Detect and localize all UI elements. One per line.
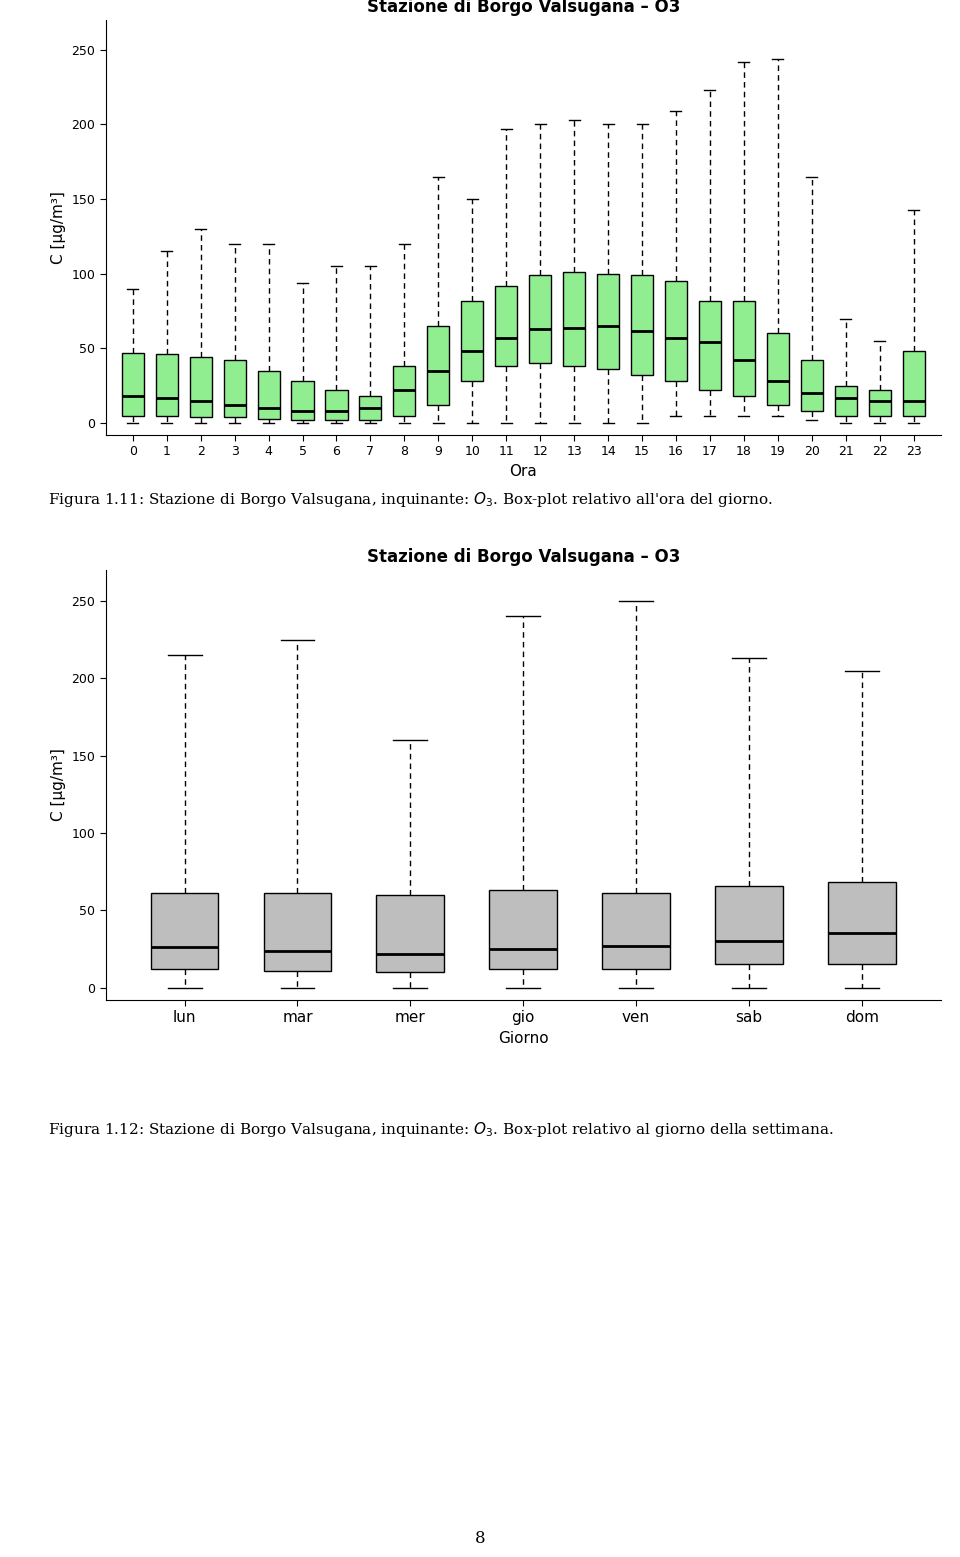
PathPatch shape (834, 386, 856, 416)
PathPatch shape (715, 886, 782, 964)
PathPatch shape (902, 352, 924, 416)
PathPatch shape (427, 325, 449, 405)
PathPatch shape (602, 894, 670, 968)
PathPatch shape (376, 895, 444, 972)
X-axis label: Giorno: Giorno (498, 1031, 548, 1046)
Y-axis label: C [µg/m³]: C [µg/m³] (51, 749, 65, 822)
PathPatch shape (495, 286, 517, 366)
PathPatch shape (224, 360, 246, 417)
Y-axis label: C [µg/m³]: C [µg/m³] (51, 192, 65, 265)
PathPatch shape (564, 272, 586, 366)
PathPatch shape (869, 391, 891, 416)
PathPatch shape (461, 301, 483, 381)
PathPatch shape (292, 381, 314, 420)
Title: Stazione di Borgo Valsugana – O3: Stazione di Borgo Valsugana – O3 (367, 0, 680, 16)
PathPatch shape (257, 371, 279, 419)
Text: Figura 1.12: Stazione di Borgo Valsugana, inquinante: $O_3$. Box-plot relativo a: Figura 1.12: Stazione di Borgo Valsugana… (48, 1119, 833, 1140)
PathPatch shape (359, 395, 381, 420)
PathPatch shape (264, 894, 331, 970)
PathPatch shape (122, 353, 144, 416)
PathPatch shape (490, 891, 557, 968)
PathPatch shape (801, 360, 823, 411)
PathPatch shape (631, 276, 653, 375)
X-axis label: Ora: Ora (510, 464, 537, 480)
PathPatch shape (665, 282, 687, 381)
PathPatch shape (597, 274, 619, 369)
Title: Stazione di Borgo Valsugana – O3: Stazione di Borgo Valsugana – O3 (367, 548, 680, 565)
PathPatch shape (156, 355, 178, 416)
PathPatch shape (325, 391, 348, 420)
Text: Figura 1.11: Stazione di Borgo Valsugana, inquinante: $O_3$. Box-plot relativo a: Figura 1.11: Stazione di Borgo Valsugana… (48, 490, 773, 509)
PathPatch shape (529, 276, 551, 363)
PathPatch shape (699, 301, 721, 391)
PathPatch shape (394, 366, 416, 416)
PathPatch shape (732, 301, 755, 395)
PathPatch shape (190, 358, 212, 417)
PathPatch shape (828, 883, 896, 964)
PathPatch shape (767, 333, 789, 405)
Text: 8: 8 (474, 1531, 486, 1548)
PathPatch shape (151, 894, 219, 968)
